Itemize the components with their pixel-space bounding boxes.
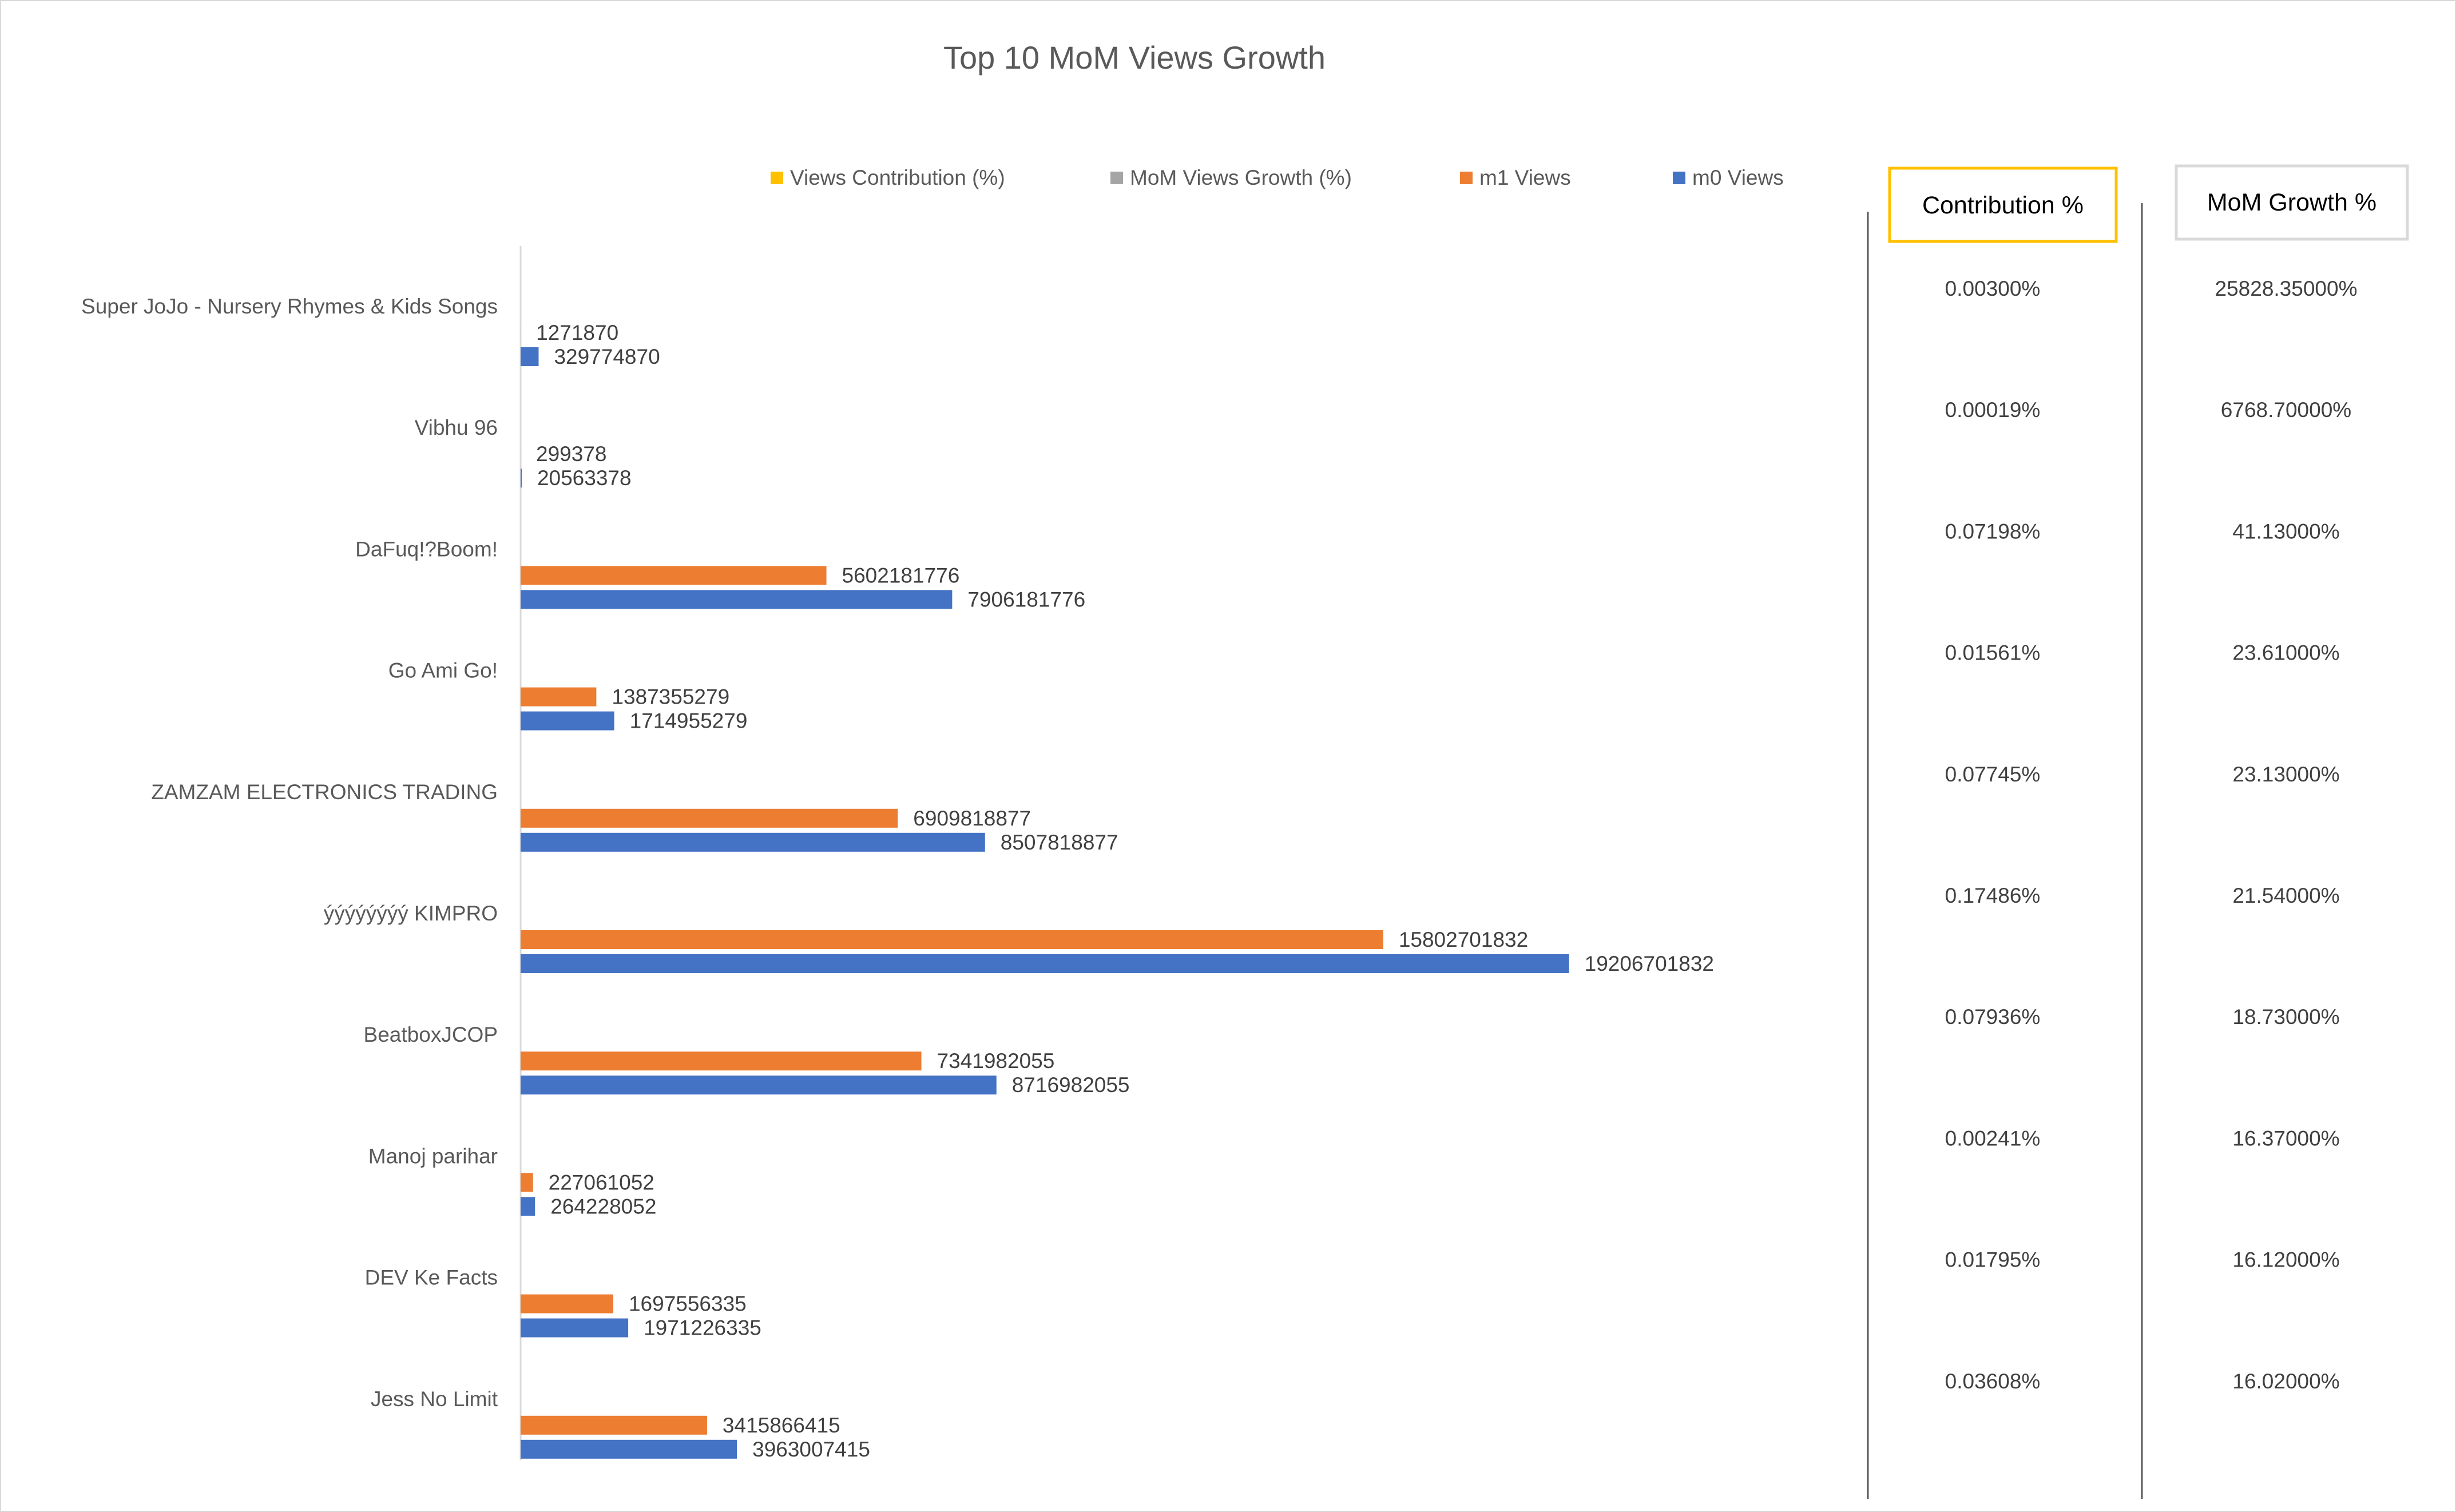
bar-m0-views [521,832,985,852]
table-values: 0.00300% 25828.35000% 0.00019% 6768.70000% 0… [1945,277,2358,1393]
growth-header-box [2175,164,2409,241]
category-label: Vibhu 96 [415,416,498,439]
chart-title: Top 10 MoM Views Growth [943,39,1326,76]
contribution-value: 0.00241% [1945,1126,2041,1150]
data-label: 227061052 [549,1170,654,1194]
bar-m1-views [521,1051,922,1071]
bar-m0-views [521,347,539,366]
contribution-value: 0.07198% [1945,519,2041,543]
contribution-value: 0.00300% [1945,277,2041,300]
data-label: 264228052 [550,1194,656,1218]
data-label: 7906181776 [967,588,1085,611]
data-label: 329774870 [554,345,660,368]
growth-value: 16.37000% [2232,1126,2339,1150]
data-label: 8716982055 [1012,1073,1130,1097]
data-label: 6909818877 [913,807,1031,830]
category-label: ýýýýýýýý KIMPRO [324,902,498,925]
legend-entry: m0 Views [1692,166,1784,189]
contribution-value: 0.03608% [1945,1370,2041,1393]
legend-entry: Views Contribution (%) [790,166,1005,189]
legend-swatch [1460,172,1473,184]
bar-m0-views [521,1439,737,1459]
data-label: 8507818877 [1001,831,1118,854]
growth-value: 16.02000% [2232,1370,2339,1393]
bar-m1-views [521,930,1383,949]
category-label: ZAMZAM ELECTRONICS TRADING [151,780,498,804]
bar-m1-views [521,1294,613,1313]
contribution-value: 0.07745% [1945,763,2041,786]
growth-value: 23.61000% [2232,641,2339,665]
growth-value: 21.54000% [2232,884,2339,907]
category-labels: Super JoJo - Nursery Rhymes & Kids Songs… [81,295,498,1411]
growth-value: 6768.70000% [2221,398,2351,422]
legend-entry: MoM Views Growth (%) [1130,166,1352,189]
bar-m1-views [521,1415,707,1435]
category-label: Jess No Limit [371,1387,498,1411]
legend-swatch [1110,172,1123,184]
data-label: 1714955279 [630,709,748,733]
data-label: 7341982055 [937,1049,1055,1073]
data-label: 1697556335 [629,1292,747,1316]
data-label: 1271870 [536,321,618,344]
contribution-value: 0.00019% [1945,398,2041,422]
bar-m0-views [521,1076,997,1095]
bar-m1-views [521,687,597,707]
bar-m1-views [521,1173,533,1192]
category-label: DaFuq!?Boom! [355,537,498,561]
legend-swatch [771,172,783,184]
contribution-value: 0.17486% [1945,884,2041,907]
bar-m0-views [521,1197,535,1216]
data-label: 299378 [536,442,606,466]
contribution-header-box [1888,166,2118,243]
legend-entry: m1 Views [1479,166,1571,189]
bar-m0-views [521,469,522,488]
data-label: 15802701832 [1399,928,1528,951]
bars [521,323,1569,1459]
data-label: 5602181776 [842,563,960,587]
growth-value: 16.12000% [2232,1248,2339,1272]
contribution-value: 0.01795% [1945,1248,2041,1272]
legend-swatch [1673,172,1685,184]
growth-value: 25828.35000% [2215,277,2358,300]
data-label: 1387355279 [612,685,729,709]
category-label: Go Ami Go! [388,659,498,682]
bar-m0-views [521,711,614,731]
bar-m0-views [521,590,953,609]
data-label: 3415866415 [723,1414,840,1437]
data-label: 1971226335 [644,1316,761,1340]
bar-m1-views [521,566,827,585]
growth-header: MoM Growth % [2207,189,2376,216]
category-label: Manoj parihar [368,1144,498,1168]
category-label: DEV Ke Facts [365,1266,498,1289]
bar-m1-views [521,808,898,828]
contribution-value: 0.01561% [1945,641,2041,665]
legend: Views Contribution (%) MoM Views Growth (… [771,166,1784,189]
contribution-value: 0.07936% [1945,1005,2041,1029]
data-label: 20563378 [537,466,632,490]
data-label: 19206701832 [1585,952,1714,975]
category-label: BeatboxJCOP [364,1023,498,1046]
growth-value: 18.73000% [2232,1005,2339,1029]
category-label: Super JoJo - Nursery Rhymes & Kids Songs [81,295,498,318]
contribution-header: Contribution % [1922,192,2084,219]
growth-value: 41.13000% [2232,519,2339,543]
bar-m0-views [521,954,1569,973]
growth-value: 23.13000% [2232,763,2339,786]
data-label: 3963007415 [752,1438,870,1461]
bar-m0-views [521,1318,629,1338]
